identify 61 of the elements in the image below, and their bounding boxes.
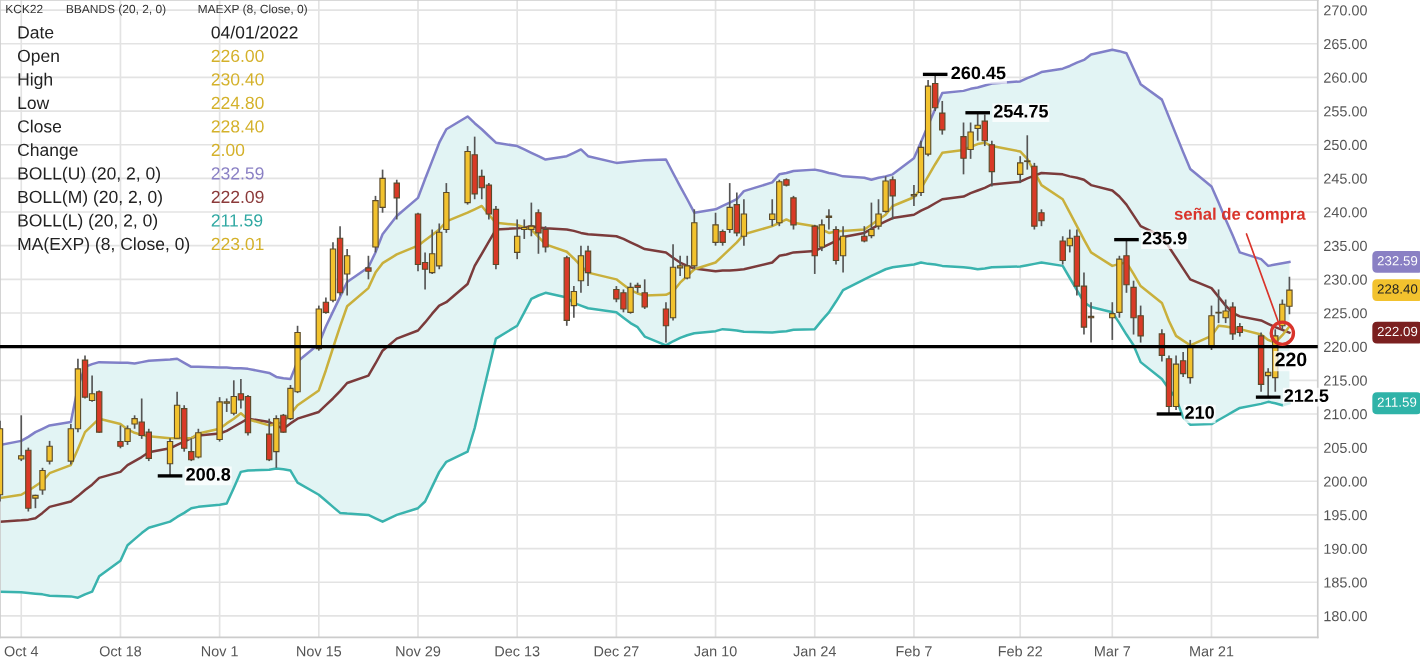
candlestick — [712, 211, 719, 247]
candlestick — [230, 379, 238, 417]
candlestick — [117, 424, 124, 450]
annotation: 222.09 — [211, 190, 264, 204]
annotation: 211.59 — [211, 214, 263, 227]
candlestick — [584, 244, 592, 287]
candlestick — [627, 281, 634, 315]
candlestick — [1172, 354, 1180, 411]
annotation: Date — [18, 26, 54, 39]
candlestick — [39, 466, 46, 496]
candlestick — [790, 195, 797, 231]
candlestick — [960, 121, 967, 176]
annotation: BOLL(U) (20, 2, 0) — [18, 166, 160, 184]
annotation: Low — [18, 96, 50, 110]
annotation: MA(EXP) (8, Close, 0) — [18, 237, 190, 254]
candlestick — [889, 175, 896, 221]
annotation: 228.40 — [211, 120, 264, 133]
candlestick — [216, 396, 223, 443]
annotation: BOLL(L) (20, 2, 0) — [18, 213, 158, 231]
candlestick — [46, 440, 53, 466]
annotation: 224.80 — [211, 96, 264, 110]
annotation: 2.00 — [211, 143, 245, 157]
candlestick — [776, 178, 783, 228]
candlestick — [811, 223, 818, 275]
annotation: 226.00 — [211, 49, 264, 63]
annotation: BOLL(M) (20, 2, 0) — [18, 190, 162, 207]
candlestick — [1229, 301, 1236, 341]
candlestick — [740, 198, 748, 247]
candlestick — [620, 288, 627, 314]
annotation: Close — [18, 119, 62, 133]
annotation: Open — [17, 49, 59, 66]
annotation: 235.9 — [1142, 231, 1187, 245]
annotation: 04/01/2022 — [211, 25, 298, 39]
annotation: 210 — [1185, 406, 1214, 419]
annotation: High — [18, 72, 52, 90]
candlestick — [868, 201, 875, 240]
candlestick — [641, 278, 648, 310]
annotation: Change — [18, 143, 78, 160]
annotation: 232.59 — [211, 167, 264, 180]
candlestick — [471, 135, 478, 201]
candlestick — [535, 208, 542, 255]
candlestick — [528, 201, 535, 238]
candlestick — [393, 178, 400, 221]
candlestick — [839, 225, 847, 274]
candlestick — [691, 208, 698, 271]
ref-line-label: 220 — [1275, 352, 1307, 367]
annotation: 200.8 — [186, 467, 231, 481]
annotation: 223.01 — [211, 237, 264, 251]
candlestick — [273, 414, 280, 469]
candlestick — [1187, 339, 1194, 385]
candlestick — [513, 218, 521, 260]
candlestick — [1059, 235, 1066, 266]
annotation: 254.75 — [993, 104, 1048, 118]
annotation: 230.40 — [211, 73, 264, 86]
annotation: 212.5 — [1284, 389, 1329, 402]
annotation: 260.45 — [951, 66, 1006, 80]
candlestick — [365, 254, 372, 281]
candlestick — [266, 417, 273, 462]
candlestick — [195, 427, 202, 460]
candlestick — [733, 191, 741, 238]
candlestick — [180, 404, 188, 453]
